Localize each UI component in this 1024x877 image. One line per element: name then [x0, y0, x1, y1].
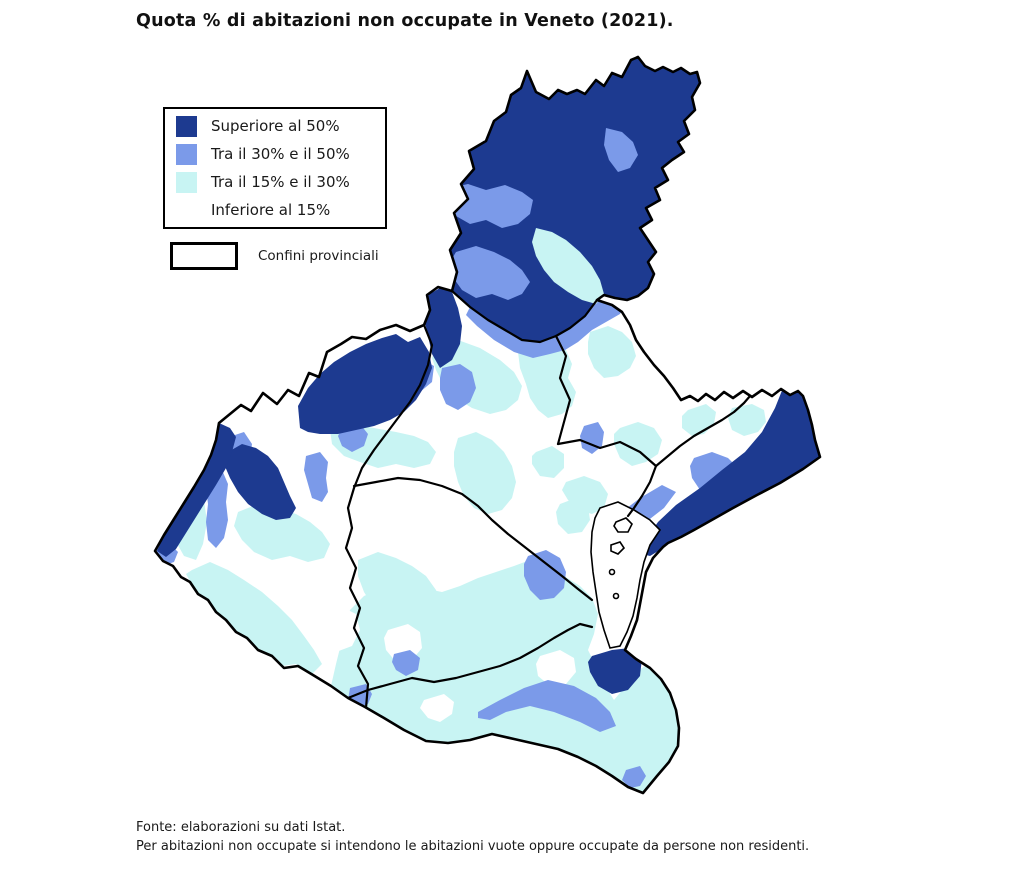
lagoon-island [613, 517, 633, 533]
legend-item-tra-15-30: Tra il 15% e il 30% [176, 171, 385, 193]
legend: Superiore al 50% Tra il 30% e il 50% Tra… [163, 107, 387, 229]
legend-item-inferiore-15: Inferiore al 15% [176, 199, 385, 221]
source-line: Fonte: elaborazioni su dati Istat. [136, 820, 346, 835]
legend-swatch-superiore-50 [176, 115, 197, 137]
legend-label: Tra il 15% e il 30% [211, 173, 350, 191]
legend-label: Tra il 30% e il 50% [211, 145, 350, 163]
province-boundary-swatch [170, 242, 238, 270]
boundary-verona-east [344, 323, 434, 710]
boundary-padova-north [556, 438, 658, 468]
legend-swatch-tra-15-30 [176, 171, 197, 193]
boundary-vicenza-treviso [554, 334, 572, 446]
source-notes: Fonte: elaborazioni su dati Istat. Per a… [136, 819, 809, 856]
region-base-fill [155, 57, 820, 793]
legend-province-boundaries: Confini provinciali [170, 242, 379, 270]
boundary-padova-venezia [626, 464, 658, 518]
lagoon-island [610, 541, 626, 555]
legend-label: Superiore al 50% [211, 117, 340, 135]
legend-swatch-inferiore-15 [176, 199, 197, 221]
lagoon-island [608, 568, 616, 576]
boundary-belluno-south [450, 289, 599, 344]
legend-item-superiore-50: Superiore al 50% [176, 115, 385, 137]
boundary-rovigo-north [346, 622, 594, 700]
legend-item-tra-30-50: Tra il 30% e il 50% [176, 143, 385, 165]
areas-tra-15-30 [166, 326, 766, 793]
province-boundaries [344, 289, 752, 710]
region-outline [153, 55, 822, 795]
lagoon-island [612, 592, 620, 600]
boundary-treviso-venezia [654, 394, 752, 468]
venice-lagoon [590, 501, 662, 649]
legend-label: Inferiore al 15% [211, 201, 331, 219]
definition-line: Per abitazioni non occupate si intendono… [136, 838, 810, 854]
province-boundary-label: Confini provinciali [258, 248, 379, 264]
figure-title: Quota % di abitazioni non occupate in Ve… [136, 11, 674, 31]
legend-swatch-tra-30-50 [176, 143, 197, 165]
boundary-vicenza-padova [352, 476, 594, 602]
